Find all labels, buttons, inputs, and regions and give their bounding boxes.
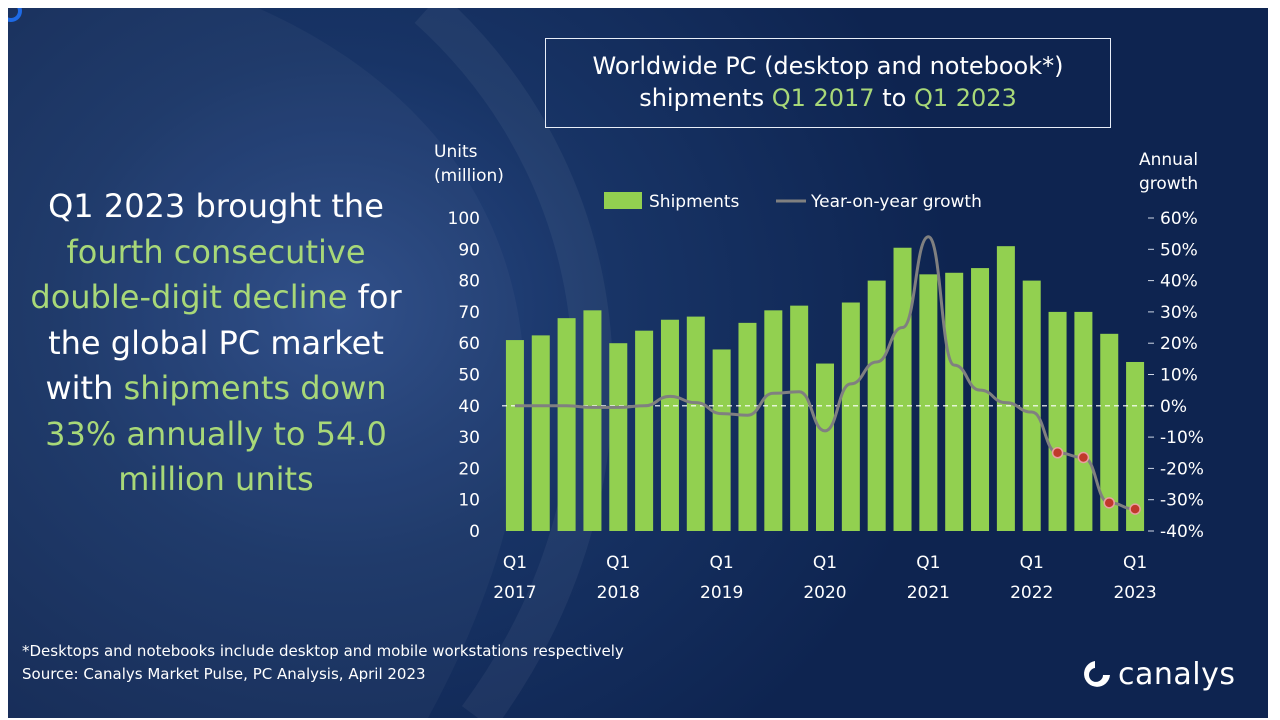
shipment-bar xyxy=(867,280,886,531)
shipment-bar xyxy=(1126,361,1145,531)
growth-point-marker xyxy=(1051,447,1064,459)
shipment-bar xyxy=(996,246,1015,532)
shipment-bar xyxy=(505,340,524,531)
x-tick-label-line2: 2018 xyxy=(597,583,640,603)
y-left-tick-label: 20 xyxy=(458,459,480,479)
chart-title-start: Q1 2017 xyxy=(771,84,875,112)
y-left-axis-title-line2: (million) xyxy=(434,166,504,186)
x-tick-label-line2: 2023 xyxy=(1113,583,1156,603)
x-tick-label-line1: Q1 xyxy=(503,553,527,573)
legend-label-growth: Year-on-year growth xyxy=(810,192,982,212)
y-left-tick-label: 60 xyxy=(458,334,480,354)
chart-title-line2: shipments Q1 2017 to Q1 2023 xyxy=(546,82,1110,114)
x-tick-label-line1: Q1 xyxy=(1123,553,1147,573)
shipment-bar xyxy=(660,319,679,531)
shipment-bar xyxy=(919,274,938,531)
x-tick-label-line2: 2019 xyxy=(700,583,743,603)
x-tick-label-line2: 2020 xyxy=(803,583,846,603)
footnote-note: *Desktops and notebooks include desktop … xyxy=(22,642,624,660)
shipments-chart: Units (million) Annual growth 0 10 20 30 40 50 60 7… xyxy=(434,142,1204,603)
y-left-tick-label: 100 xyxy=(448,209,480,229)
shipment-bar xyxy=(816,363,834,531)
chart-title-box: Worldwide PC (desktop and notebook*) shi… xyxy=(545,38,1111,128)
y-right-tick-label: -40% xyxy=(1160,522,1204,542)
canalys-logo-icon xyxy=(1084,661,1110,687)
y-right-axis-title-line2: growth xyxy=(1139,174,1198,194)
growth-point-marker xyxy=(1129,503,1141,515)
legend-label-shipments: Shipments xyxy=(649,192,740,212)
shipment-bar xyxy=(531,335,550,531)
y-left-tick-label: 50 xyxy=(458,366,480,386)
shipment-bar xyxy=(790,305,809,531)
shipment-bar xyxy=(738,322,757,531)
x-tick-label-line2: 2017 xyxy=(493,583,536,603)
chart-title-end: Q1 2023 xyxy=(913,84,1017,112)
y-left-axis-title-line1: Units xyxy=(434,142,478,162)
chart-title-pre: shipments xyxy=(639,84,772,112)
shipment-bar xyxy=(841,302,860,531)
x-tick-label-line1: Q1 xyxy=(1020,553,1044,573)
y-right-axis-title-line1: Annual xyxy=(1139,150,1198,170)
footnote: *Desktops and notebooks include desktop … xyxy=(22,640,624,686)
y-left-tick-label: 0 xyxy=(469,522,480,542)
x-tick-label-line1: Q1 xyxy=(916,553,940,573)
y-right-tick-label: 0% xyxy=(1160,397,1187,417)
headline-part4: shipments down 33% annually to 54.0 mill… xyxy=(45,369,387,498)
x-tick-label-line2: 2022 xyxy=(1010,583,1053,603)
headline-part3: for the global PC market with xyxy=(45,278,402,407)
y-right-tick-label: -20% xyxy=(1160,459,1204,479)
y-right-tick-label: 30% xyxy=(1160,303,1198,323)
shipment-bar xyxy=(764,310,783,531)
shipment-bar xyxy=(1074,311,1093,531)
shipment-bar xyxy=(712,349,731,531)
y-left-tick-label: 10 xyxy=(458,491,480,511)
y-left-tick-label: 30 xyxy=(458,428,480,448)
canalys-logo: canalys xyxy=(1078,654,1236,694)
y-right-tick-label: -10% xyxy=(1160,428,1204,448)
y-right-tick-label: 20% xyxy=(1160,334,1198,354)
y-right-tick-label: 40% xyxy=(1160,272,1198,292)
shipment-bar xyxy=(971,268,990,531)
x-tick-label-line2: 2021 xyxy=(907,583,950,603)
y-right-tick-label: 10% xyxy=(1160,366,1198,386)
shipment-bar xyxy=(635,330,654,531)
shipment-bar xyxy=(1022,280,1041,531)
y-left-tick-label: 40 xyxy=(458,397,480,417)
y-left-tick-label: 80 xyxy=(458,272,480,292)
y-left-tick-label: 70 xyxy=(458,303,480,323)
shipment-bar xyxy=(686,316,705,531)
corner-ring-icon xyxy=(8,8,22,22)
shipment-bar xyxy=(557,318,576,531)
x-tick-label-line1: Q1 xyxy=(813,553,837,573)
shipment-bar xyxy=(893,247,912,532)
chart-title-line1: Worldwide PC (desktop and notebook*) xyxy=(592,52,1064,80)
headline: Q1 2023 brought the fourth consecutive d… xyxy=(12,184,420,503)
x-tick-label-line1: Q1 xyxy=(710,553,734,573)
headline-part2: fourth consecutive double-digit decline xyxy=(30,232,366,317)
shipment-bar xyxy=(1100,333,1119,531)
y-right-tick-label: -30% xyxy=(1160,491,1204,511)
shipment-bar xyxy=(945,272,964,531)
slide: Worldwide PC (desktop and notebook*) shi… xyxy=(8,8,1268,718)
x-tick-label-line1: Q1 xyxy=(606,553,630,573)
shipment-bar xyxy=(1048,311,1067,531)
y-right-tick-label: 50% xyxy=(1160,240,1198,260)
footnote-source: Source: Canalys Market Pulse, PC Analysi… xyxy=(22,665,426,683)
growth-point-marker xyxy=(1077,451,1090,464)
growth-point-marker xyxy=(1103,497,1115,509)
chart-title-mid: to xyxy=(874,84,914,112)
shipment-bar xyxy=(609,343,628,531)
y-right-tick-label: 60% xyxy=(1160,209,1198,229)
y-left-tick-label: 90 xyxy=(458,240,480,260)
growth-line xyxy=(514,235,1136,511)
canalys-logo-text: canalys xyxy=(1118,656,1236,692)
legend-swatch-shipments xyxy=(604,192,642,209)
headline-part1: Q1 2023 brought the xyxy=(48,187,384,225)
shipment-bar xyxy=(583,310,602,531)
